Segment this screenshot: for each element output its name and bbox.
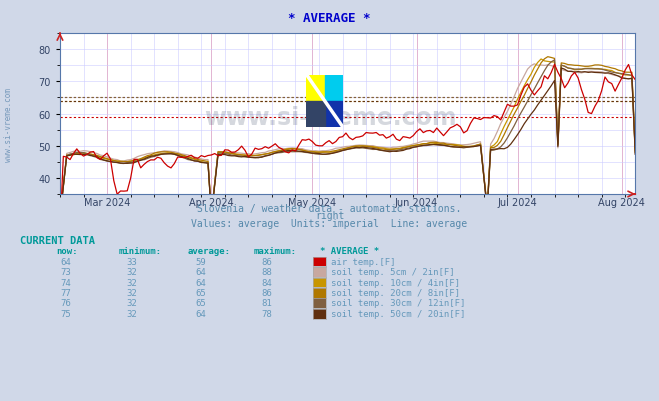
Text: right: right bbox=[315, 211, 344, 221]
Text: 88: 88 bbox=[262, 267, 272, 276]
Text: maximum:: maximum: bbox=[254, 247, 297, 255]
Text: average:: average: bbox=[188, 247, 231, 255]
Text: soil temp. 30cm / 12in[F]: soil temp. 30cm / 12in[F] bbox=[331, 299, 465, 308]
Text: Slovenia / weather data - automatic stations.: Slovenia / weather data - automatic stat… bbox=[197, 204, 462, 213]
Text: 32: 32 bbox=[127, 267, 137, 276]
Text: soil temp. 50cm / 20in[F]: soil temp. 50cm / 20in[F] bbox=[331, 309, 465, 318]
Text: 33: 33 bbox=[127, 257, 137, 266]
Text: Values: average  Units: imperial  Line: average: Values: average Units: imperial Line: av… bbox=[191, 218, 468, 228]
Text: 32: 32 bbox=[127, 288, 137, 297]
Text: 65: 65 bbox=[196, 288, 206, 297]
Text: 73: 73 bbox=[61, 267, 71, 276]
Text: minimum:: minimum: bbox=[119, 247, 161, 255]
Text: 76: 76 bbox=[61, 299, 71, 308]
Text: 64: 64 bbox=[196, 309, 206, 318]
Text: CURRENT DATA: CURRENT DATA bbox=[20, 236, 95, 245]
Text: soil temp. 10cm / 4in[F]: soil temp. 10cm / 4in[F] bbox=[331, 278, 460, 287]
Text: 78: 78 bbox=[262, 309, 272, 318]
Bar bbox=[306, 101, 325, 128]
Text: 64: 64 bbox=[61, 257, 71, 266]
Text: 81: 81 bbox=[262, 299, 272, 308]
Text: air temp.[F]: air temp.[F] bbox=[331, 257, 395, 266]
Text: 59: 59 bbox=[196, 257, 206, 266]
Text: now:: now: bbox=[56, 247, 78, 255]
Bar bbox=[325, 75, 343, 101]
Text: * AVERAGE *: * AVERAGE * bbox=[320, 247, 379, 255]
Bar bbox=[306, 75, 325, 101]
Text: 32: 32 bbox=[127, 278, 137, 287]
Text: 64: 64 bbox=[196, 267, 206, 276]
Text: 86: 86 bbox=[262, 257, 272, 266]
Text: 77: 77 bbox=[61, 288, 71, 297]
Text: 74: 74 bbox=[61, 278, 71, 287]
Text: www.si-vreme.com: www.si-vreme.com bbox=[204, 105, 457, 130]
Bar bbox=[325, 101, 343, 128]
Text: soil temp. 20cm / 8in[F]: soil temp. 20cm / 8in[F] bbox=[331, 288, 460, 297]
Text: 32: 32 bbox=[127, 299, 137, 308]
Text: 64: 64 bbox=[196, 278, 206, 287]
Text: 84: 84 bbox=[262, 278, 272, 287]
Text: soil temp. 5cm / 2in[F]: soil temp. 5cm / 2in[F] bbox=[331, 267, 455, 276]
Text: 65: 65 bbox=[196, 299, 206, 308]
Text: 86: 86 bbox=[262, 288, 272, 297]
Text: 75: 75 bbox=[61, 309, 71, 318]
Text: www.si-vreme.com: www.si-vreme.com bbox=[4, 87, 13, 161]
Text: * AVERAGE *: * AVERAGE * bbox=[288, 12, 371, 24]
Text: 32: 32 bbox=[127, 309, 137, 318]
